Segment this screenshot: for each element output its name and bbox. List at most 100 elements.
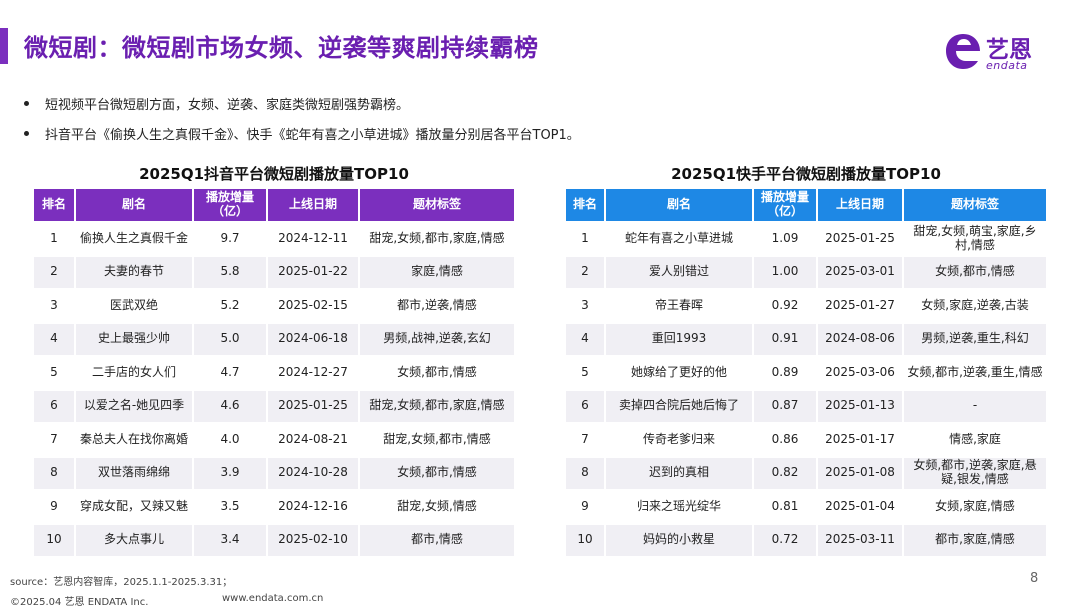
cell-rank: 4	[34, 321, 76, 355]
cell-title: 秦总夫人在找你离婚	[76, 422, 194, 456]
cell-rank: 5	[34, 355, 76, 389]
header-title: 剧名	[76, 189, 194, 221]
cell-views: 4.7	[194, 355, 268, 389]
cell-views: 9.7	[194, 221, 268, 255]
header-views: 播放增量（亿）	[194, 189, 268, 221]
cell-title: 传奇老爹归来	[606, 422, 754, 456]
cell-rank: 10	[566, 522, 606, 556]
douyin-table-title: 2025Q1抖音平台微短剧播放量TOP10	[139, 165, 409, 183]
bullet-item: 短视频平台微短剧方面，女频、逆袭、家庭类微短剧强势霸榜。	[24, 88, 580, 118]
cell-views: 1.00	[754, 254, 818, 288]
cell-tags: 甜宠,女频,萌宝,家庭,乡村,情感	[904, 221, 1046, 255]
bullet-text: 短视频平台微短剧方面，女频、逆袭、家庭类微短剧强势霸榜。	[45, 97, 410, 113]
endata-logo: 艺恩 endata	[942, 28, 1057, 74]
cell-date: 2025-01-08	[818, 455, 904, 489]
cell-views: 5.2	[194, 288, 268, 322]
cell-rank: 9	[34, 489, 76, 523]
header-title: 剧名	[606, 189, 754, 221]
cell-rank: 3	[566, 288, 606, 322]
table-header-row: 排名 剧名 播放增量（亿） 上线日期 题材标签	[566, 189, 1046, 221]
footer-copyright: ©2025.04 艺恩 ENDATA Inc.	[10, 597, 149, 608]
cell-views: 1.09	[754, 221, 818, 255]
cell-date: 2024-12-16	[268, 489, 360, 523]
table-row: 4 重回1993 0.91 2024-08-06 男频,逆袭,重生,科幻	[566, 321, 1046, 355]
header-date: 上线日期	[818, 189, 904, 221]
cell-date: 2025-01-04	[818, 489, 904, 523]
cell-date: 2025-03-06	[818, 355, 904, 389]
cell-title: 卖掉四合院后她后悔了	[606, 388, 754, 422]
cell-date: 2024-12-11	[268, 221, 360, 255]
table-header-row: 排名 剧名 播放增量（亿） 上线日期 题材标签	[34, 189, 514, 221]
cell-title: 偷换人生之真假千金	[76, 221, 194, 255]
header-rank: 排名	[34, 189, 76, 221]
table-row: 1 蛇年有喜之小草进城 1.09 2025-01-25 甜宠,女频,萌宝,家庭,乡村,情…	[566, 221, 1046, 255]
cell-title: 以爱之名-她见四季	[76, 388, 194, 422]
cell-tags: 女频,都市,情感	[904, 254, 1046, 288]
kuaishou-top10-table: 排名 剧名 播放增量（亿） 上线日期 题材标签 1 蛇年有喜之小草进城 1.09 20…	[566, 189, 1046, 556]
cell-date: 2025-02-15	[268, 288, 360, 322]
header-rank: 排名	[566, 189, 606, 221]
cell-tags: 都市,逆袭,情感	[360, 288, 514, 322]
header-tags: 题材标签	[360, 189, 514, 221]
table-row: 9 归来之瑶光绽华 0.81 2025-01-04 女频,家庭,情感	[566, 489, 1046, 523]
cell-date: 2024-08-06	[818, 321, 904, 355]
cell-rank: 9	[566, 489, 606, 523]
cell-tags: 情感,家庭	[904, 422, 1046, 456]
cell-date: 2025-01-25	[818, 221, 904, 255]
cell-title: 重回1993	[606, 321, 754, 355]
table-row: 2 爱人别错过 1.00 2025-03-01 女频,都市,情感	[566, 254, 1046, 288]
table-row: 1 偷换人生之真假千金 9.7 2024-12-11 甜宠,女频,都市,家庭,情感	[34, 221, 514, 255]
cell-views: 4.0	[194, 422, 268, 456]
cell-views: 5.8	[194, 254, 268, 288]
cell-date: 2025-02-10	[268, 522, 360, 556]
cell-title: 夫妻的春节	[76, 254, 194, 288]
table-row: 9 穿成女配，又辣又魅 3.5 2024-12-16 甜宠,女频,情感	[34, 489, 514, 523]
cell-title: 双世落雨绵绵	[76, 455, 194, 489]
page-number: 8	[1030, 571, 1039, 586]
cell-rank: 10	[34, 522, 76, 556]
table-row: 10 多大点事儿 3.4 2025-02-10 都市,情感	[34, 522, 514, 556]
bullet-item: 抖音平台《偷换人生之真假千金》、快手《蛇年有喜之小草进城》播放量分别居各平台TO…	[24, 118, 580, 148]
cell-rank: 5	[566, 355, 606, 389]
table-row: 8 双世落雨绵绵 3.9 2024-10-28 女频,都市,情感	[34, 455, 514, 489]
cell-date: 2024-08-21	[268, 422, 360, 456]
table-row: 3 医武双绝 5.2 2025-02-15 都市,逆袭,情感	[34, 288, 514, 322]
logo-en-text: endata	[986, 59, 1028, 72]
cell-tags: 女频,都市,逆袭,重生,情感	[904, 355, 1046, 389]
cell-title: 她嫁给了更好的他	[606, 355, 754, 389]
cell-date: 2024-10-28	[268, 455, 360, 489]
bullet-text: 抖音平台《偷换人生之真假千金》、快手《蛇年有喜之小草进城》播放量分别居各平台TO…	[45, 127, 580, 143]
table-row: 2 夫妻的春节 5.8 2025-01-22 家庭,情感	[34, 254, 514, 288]
cell-tags: 甜宠,女频,都市,情感	[360, 422, 514, 456]
cell-views: 0.91	[754, 321, 818, 355]
cell-views: 0.72	[754, 522, 818, 556]
header-date: 上线日期	[268, 189, 360, 221]
cell-views: 3.9	[194, 455, 268, 489]
table-row: 6 卖掉四合院后她后悔了 0.87 2025-01-13-	[566, 388, 1046, 422]
footer-source: source：艺恩内容智库，2025.1.1-2025.3.31；	[10, 577, 233, 588]
cell-title: 二手店的女人们	[76, 355, 194, 389]
footer-url: www.endata.com.cn	[222, 593, 324, 604]
cell-rank: 2	[566, 254, 606, 288]
cell-tags: 女频,家庭,逆袭,古装	[904, 288, 1046, 322]
cell-views: 0.89	[754, 355, 818, 389]
cell-tags: 甜宠,女频,都市,家庭,情感	[360, 221, 514, 255]
cell-views: 0.86	[754, 422, 818, 456]
header-tags: 题材标签	[904, 189, 1046, 221]
cell-rank: 1	[34, 221, 76, 255]
table-row: 10 妈妈的小救星 0.72 2025-03-11 都市,家庭,情感	[566, 522, 1046, 556]
cell-tags: 女频,家庭,情感	[904, 489, 1046, 523]
table-row: 4 史上最强少帅 5.0 2024-06-18 男频,战神,逆袭,玄幻	[34, 321, 514, 355]
cell-date: 2025-01-13	[818, 388, 904, 422]
header-views: 播放增量（亿）	[754, 189, 818, 221]
cell-date: 2025-03-01	[818, 254, 904, 288]
cell-date: 2025-01-25	[268, 388, 360, 422]
cell-date: 2025-01-22	[268, 254, 360, 288]
cell-tags: 女频,都市,情感	[360, 455, 514, 489]
cell-rank: 7	[566, 422, 606, 456]
cell-rank: 8	[566, 455, 606, 489]
cell-title: 归来之瑶光绽华	[606, 489, 754, 523]
cell-rank: 3	[34, 288, 76, 322]
cell-rank: 6	[566, 388, 606, 422]
cell-tags: 都市,情感	[360, 522, 514, 556]
